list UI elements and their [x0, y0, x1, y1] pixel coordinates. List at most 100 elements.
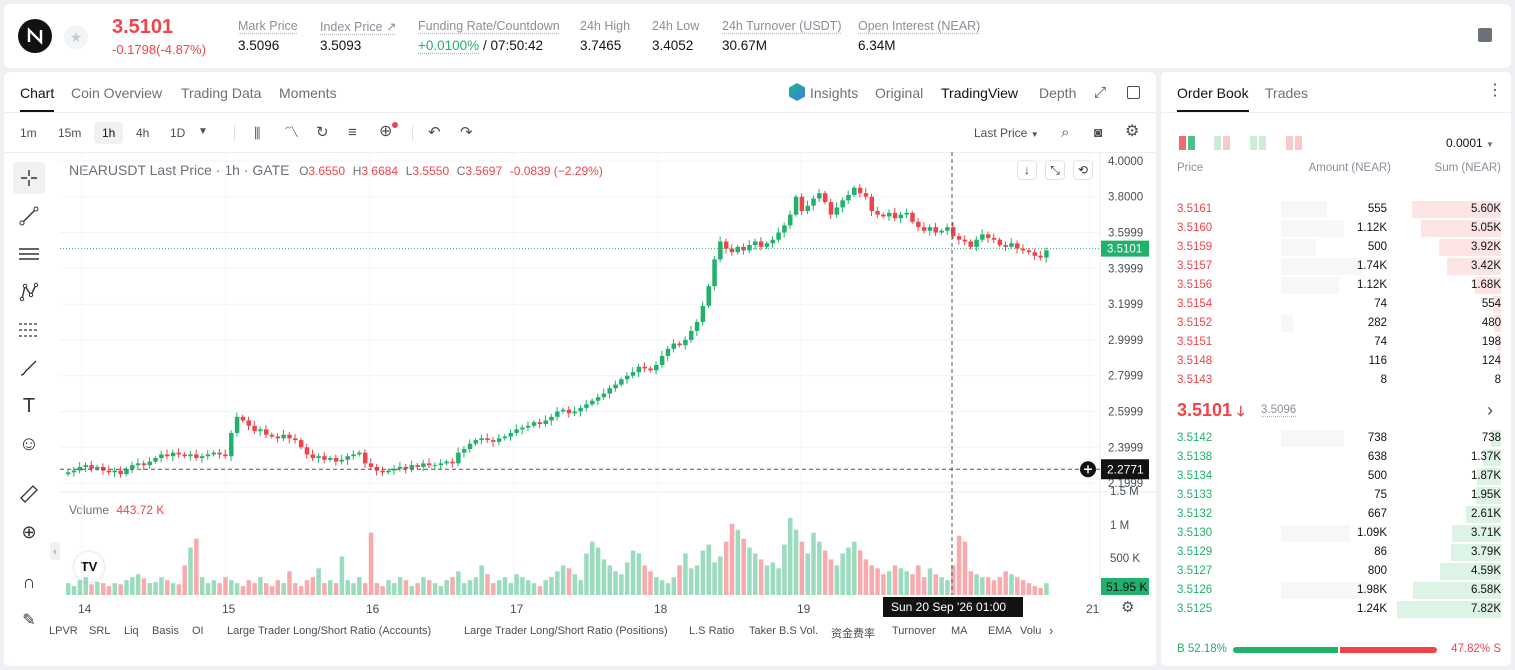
- timeframe-15m[interactable]: 15m: [58, 126, 82, 140]
- candle: [805, 205, 810, 212]
- indicator-12[interactable]: EMA: [988, 625, 1012, 637]
- tab-trading-data[interactable]: Trading Data: [181, 85, 262, 101]
- chevron-right-icon[interactable]: ›: [1487, 400, 1493, 420]
- indicator-5[interactable]: Large Trader Long/Short Ratio (Accounts): [227, 625, 432, 637]
- view-both-icon[interactable]: [1179, 136, 1195, 150]
- undo-icon[interactable]: ↶: [428, 124, 441, 141]
- magnet-tool-icon[interactable]: ∩: [22, 571, 36, 592]
- tab-trades[interactable]: Trades: [1265, 85, 1309, 101]
- brush-tool-icon[interactable]: [13, 352, 45, 384]
- ask-row[interactable]: 3.5152 282 480: [1161, 314, 1511, 333]
- ask-row[interactable]: 3.5143 8 8: [1161, 371, 1511, 390]
- redo-icon[interactable]: ↷: [460, 124, 473, 141]
- candlestick-chart[interactable]: 4.0000 3.8000 3.5999 3.3999 3.1999 2.9999 2.79…: [4, 72, 1156, 622]
- indicator-9[interactable]: 资金费率: [831, 628, 875, 640]
- bid-row[interactable]: 3.5132 667 2.61K: [1161, 505, 1511, 524]
- alert-add-icon[interactable]: ⊕: [379, 122, 398, 140]
- candles-icon[interactable]: ⫼: [254, 125, 261, 141]
- bid-row[interactable]: 3.5130 1.09K 3.71K: [1161, 524, 1511, 543]
- candle: [1026, 250, 1032, 253]
- emoji-tool-icon[interactable]: ☺: [18, 432, 40, 455]
- window-icon[interactable]: [1127, 86, 1140, 99]
- bid-row[interactable]: 3.5125 1.24K 7.82K: [1161, 600, 1511, 619]
- bid-row[interactable]: 3.5138 638 1.37K: [1161, 448, 1511, 467]
- ruler-tool-icon[interactable]: [13, 478, 45, 510]
- indicator-13[interactable]: Volu: [1020, 625, 1042, 637]
- timeframe-1h[interactable]: 1h: [94, 122, 124, 144]
- tab-coin-overview[interactable]: Coin Overview: [71, 85, 163, 101]
- precision-select[interactable]: 0.0001 ▼: [1446, 136, 1494, 150]
- chevron-down-icon[interactable]: ▼: [198, 126, 208, 137]
- trend-line-tool-icon[interactable]: [13, 200, 45, 232]
- bid-row[interactable]: 3.5127 800 4.59K: [1161, 562, 1511, 581]
- ask-row[interactable]: 3.5151 74 198: [1161, 333, 1511, 352]
- tab-order-book[interactable]: Order Book: [1177, 85, 1249, 101]
- indicator-0[interactable]: LPVR: [49, 625, 78, 637]
- ask-row[interactable]: 3.5148 116 124: [1161, 352, 1511, 371]
- volume-bar: [450, 577, 455, 595]
- indicator-11[interactable]: MA: [951, 625, 968, 637]
- candle: [898, 214, 904, 219]
- indicator-4[interactable]: OI: [192, 625, 204, 637]
- price-source-select[interactable]: Last Price ▼: [974, 126, 1039, 140]
- search-icon[interactable]: ⌕: [1061, 124, 1070, 141]
- pattern-tool-icon[interactable]: [13, 276, 45, 308]
- toolbar-bottom-divider: [4, 152, 1156, 153]
- ask-row[interactable]: 3.5161 555 5.60K: [1161, 200, 1511, 219]
- view-insights[interactable]: Insights: [810, 85, 859, 101]
- indicator-8[interactable]: Taker B.S Vol.: [749, 625, 819, 637]
- indicators-icon[interactable]: 〽: [284, 124, 300, 141]
- bid-row[interactable]: 3.5133 75 1.95K: [1161, 486, 1511, 505]
- fib-tool-icon[interactable]: [13, 314, 45, 346]
- indicator-3[interactable]: Basis: [152, 625, 179, 637]
- templates-icon[interactable]: ≡: [348, 124, 357, 141]
- tab-moments[interactable]: Moments: [279, 85, 337, 101]
- bid-row[interactable]: 3.5126 1.98K 6.58K: [1161, 581, 1511, 600]
- ask-row[interactable]: 3.5154 74 554: [1161, 295, 1511, 314]
- indicator-6[interactable]: Large Trader Long/Short Ratio (Positions…: [464, 625, 668, 637]
- view-tradingview[interactable]: TradingView: [941, 85, 1019, 101]
- ask-row[interactable]: 3.5156 1.12K 1.68K: [1161, 276, 1511, 295]
- volume-bar: [910, 574, 915, 595]
- camera-icon[interactable]: ◙: [1094, 124, 1103, 140]
- zoom-tool-icon[interactable]: ⊕: [21, 521, 37, 542]
- view-depth[interactable]: Depth: [1039, 85, 1077, 101]
- gear-icon[interactable]: ⚙: [1125, 123, 1140, 140]
- ask-row[interactable]: 3.5159 500 3.92K: [1161, 238, 1511, 257]
- view-original[interactable]: Original: [875, 85, 924, 101]
- chart-settings-icon[interactable]: ⚙: [1121, 599, 1135, 616]
- more-icon[interactable]: ⋮: [1487, 82, 1503, 99]
- horizontal-lines-tool-icon[interactable]: [13, 238, 45, 270]
- bid-row[interactable]: 3.5142 738 738: [1161, 429, 1511, 448]
- view-split-icon[interactable]: [1214, 136, 1230, 150]
- collapse-sidebar-icon[interactable]: ‹: [50, 542, 60, 560]
- bid-row[interactable]: 3.5134 500 1.87K: [1161, 467, 1511, 486]
- volume-tick-label: 500 K: [1110, 553, 1140, 565]
- indicator-1[interactable]: SRL: [89, 625, 111, 637]
- index-price-label[interactable]: Index Price ↗: [320, 20, 397, 34]
- timeframe-4h[interactable]: 4h: [136, 126, 150, 140]
- tab-chart[interactable]: Chart: [20, 85, 55, 101]
- favorite-star-icon[interactable]: ★: [64, 25, 88, 49]
- volume-bar: [566, 568, 572, 595]
- notes-icon[interactable]: [1478, 28, 1492, 42]
- pen-tool-icon[interactable]: ✎: [22, 612, 36, 629]
- replay-icon[interactable]: ↻: [316, 124, 329, 141]
- bid-row[interactable]: 3.5129 86 3.79K: [1161, 543, 1511, 562]
- view-asks-icon[interactable]: [1286, 136, 1302, 150]
- expand-icon[interactable]: ⤢: [1094, 84, 1107, 101]
- indicator-2[interactable]: Liq: [124, 625, 139, 637]
- timeframe-1d[interactable]: 1D: [170, 126, 186, 140]
- ask-row[interactable]: 3.5157 1.74K 3.42K: [1161, 257, 1511, 276]
- view-bids-icon[interactable]: [1250, 136, 1266, 150]
- crosshair-tool-icon[interactable]: [13, 162, 45, 194]
- volume-bar: [491, 583, 496, 595]
- candle: [66, 472, 71, 475]
- text-tool-icon[interactable]: T: [22, 394, 36, 417]
- strip-chevron-right-icon[interactable]: ›: [1049, 623, 1054, 638]
- ask-row[interactable]: 3.5160 1.12K 5.05K: [1161, 219, 1511, 238]
- indicator-7[interactable]: L.S Ratio: [689, 625, 735, 637]
- timeframe-1m[interactable]: 1m: [20, 126, 37, 140]
- volume-bar: [438, 586, 444, 595]
- indicator-10[interactable]: Turnover: [892, 625, 936, 637]
